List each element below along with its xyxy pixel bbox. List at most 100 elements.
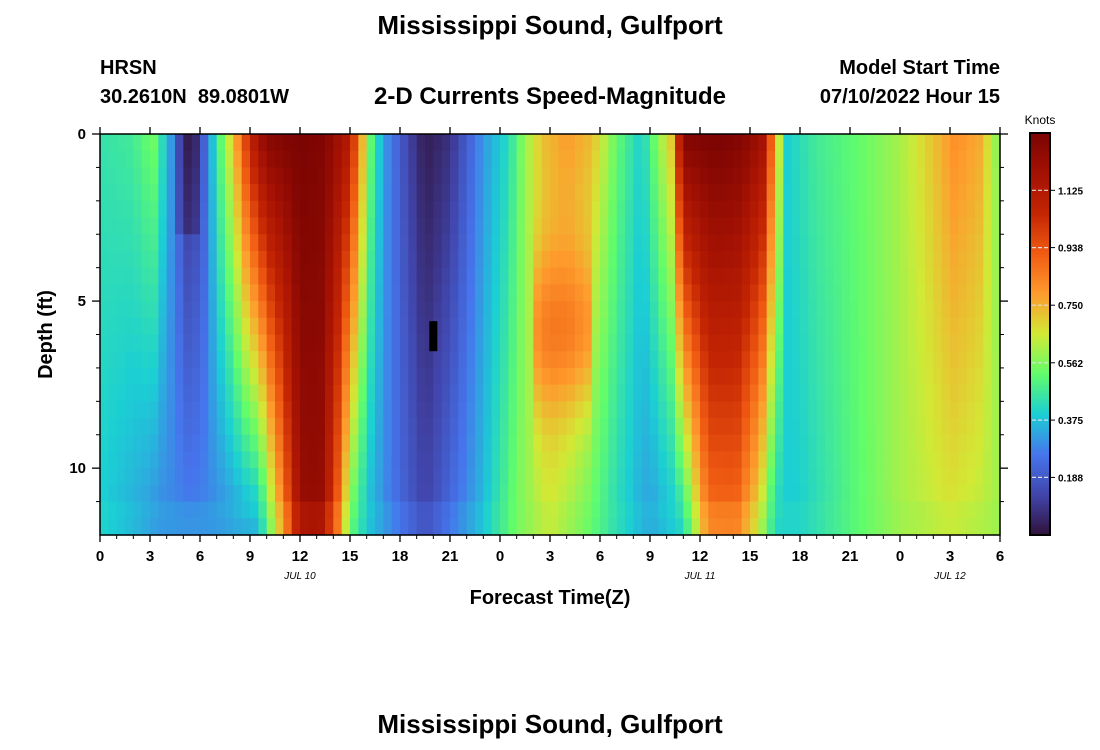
heatmap-cell [375,234,384,252]
heatmap-cell [858,267,868,285]
heatmap-cell [700,234,709,252]
heatmap-cell [625,150,634,169]
heatmap-cell [391,150,401,169]
heatmap-cell [575,367,584,386]
heatmap-cell [483,501,493,519]
heatmap-cell [875,351,884,369]
heatmap-cell [608,367,618,386]
heatmap-cell [441,184,451,202]
heatmap-cell [200,468,209,486]
heatmap-cell [175,351,184,369]
heatmap-cell [925,367,934,386]
heatmap-cell [333,301,343,319]
heatmap-cell [500,284,509,302]
heatmap-cell [116,434,126,453]
heatmap-cell [991,301,1001,319]
heatmap-cell [300,234,309,252]
heatmap-cell [575,134,584,152]
heatmap-cell [608,468,618,486]
heatmap-cell [716,468,726,486]
heatmap-cell [566,401,576,419]
heatmap-cell [391,518,401,536]
heatmap-cell [400,301,409,319]
colorbar-tick-label: 0.188 [1058,473,1083,484]
heatmap-cell [250,401,259,419]
heatmap-cell [608,418,618,436]
heatmap-cell [533,234,543,252]
heatmap-cell [275,367,284,386]
heatmap-cell [500,468,509,486]
heatmap-cell [508,134,518,152]
heatmap-cell [491,250,501,269]
heatmap-cell [833,518,843,536]
heatmap-cell [333,267,343,285]
heatmap-cell [641,301,651,319]
heatmap-cell [916,434,926,453]
heatmap-cell [483,451,493,469]
heatmap-cell [725,367,734,386]
heatmap-cell [266,184,276,202]
heatmap-cell [308,384,318,402]
heatmap-cell [116,468,126,486]
heatmap-cell [925,468,934,486]
heatmap-cell [458,267,468,285]
heatmap-cell [391,200,401,219]
heatmap-cell [800,468,809,486]
heatmap-cell [775,217,784,235]
heatmap-cell [766,334,776,352]
heatmap-cell [216,518,226,536]
heatmap-cell [725,284,734,302]
heatmap-cell [158,451,168,469]
heatmap-cell [891,284,901,302]
heatmap-cell [691,284,701,302]
heatmap-cell [383,334,393,352]
heatmap-cell [941,284,951,302]
heatmap-cell [108,518,118,536]
heatmap-cell [975,351,984,369]
heatmap-cell [750,250,759,269]
heatmap-cell [450,200,459,219]
heatmap-cell [750,451,759,469]
heatmap-cell [375,134,384,152]
heatmap-cell [975,200,984,219]
heatmap-cell [300,167,309,185]
heatmap-cell [750,167,759,185]
heatmap-cell [525,434,534,453]
heatmap-cell [675,301,684,319]
heatmap-cell [841,200,851,219]
heatmap-cell [875,484,884,503]
heatmap-cell [816,451,826,469]
heatmap-cell [958,384,968,402]
heatmap-cell [991,451,1001,469]
heatmap-cell [800,284,809,302]
heatmap-cell [466,401,476,419]
heatmap-cell [875,501,884,519]
heatmap-cell [475,167,484,185]
heatmap-cell [650,468,659,486]
heatmap-cell [166,217,176,235]
heatmap-cell [791,468,801,486]
heatmap-cell [266,351,276,369]
heatmap-cell [616,134,626,152]
heatmap-cell [425,301,434,319]
heatmap-cell [308,200,318,219]
heatmap-cell [766,434,776,453]
heatmap-cell [616,451,626,469]
heatmap-cell [166,484,176,503]
heatmap-cell [675,434,684,453]
heatmap-cell [366,468,376,486]
heatmap-cell [900,518,909,536]
heatmap-cell [475,484,484,503]
heatmap-cell [691,200,701,219]
heatmap-cell [266,301,276,319]
heatmap-cell [708,284,718,302]
heatmap-cell [700,351,709,369]
heatmap-cell [333,518,343,536]
heatmap-cell [958,351,968,369]
heatmap-cell [700,434,709,453]
heatmap-cell [791,284,801,302]
heatmap-cell [516,484,526,503]
heatmap-cell [916,134,926,152]
heatmap-cell [658,367,668,386]
heatmap-cell [741,234,751,252]
